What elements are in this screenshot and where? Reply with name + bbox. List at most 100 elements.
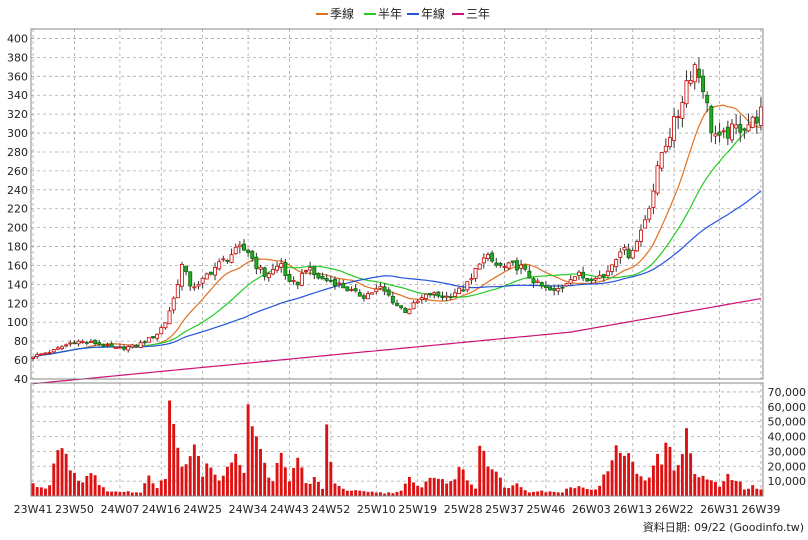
volume-bar bbox=[110, 491, 114, 496]
ma-halfyear-line bbox=[32, 118, 762, 358]
candle-body bbox=[403, 308, 408, 314]
volume-bar bbox=[511, 485, 515, 496]
candle-body bbox=[225, 260, 230, 262]
candle-body bbox=[299, 273, 304, 286]
volume-bar bbox=[180, 466, 184, 496]
candle-body bbox=[155, 333, 160, 339]
volume-bar bbox=[333, 483, 337, 496]
volume-bar bbox=[532, 491, 535, 496]
x-tick-label: 25W37 bbox=[485, 503, 524, 516]
candle-body bbox=[618, 251, 623, 258]
volume-bar bbox=[494, 471, 498, 496]
volume-bar bbox=[552, 491, 556, 496]
candle-body bbox=[556, 288, 561, 292]
legend-item-quarter: 季線 bbox=[316, 6, 354, 21]
candle-body bbox=[279, 263, 284, 268]
volume-bar bbox=[635, 473, 639, 496]
price-tick-label: 300 bbox=[7, 127, 28, 140]
candle-body bbox=[357, 292, 362, 297]
candle-body bbox=[444, 295, 449, 298]
volume-bar bbox=[523, 490, 527, 496]
candle-body bbox=[250, 250, 255, 259]
volume-bar bbox=[569, 487, 573, 496]
volume-bar bbox=[755, 488, 759, 496]
volume-bar bbox=[329, 461, 333, 496]
x-tick-label: 25W28 bbox=[444, 503, 483, 516]
volume-bar bbox=[742, 489, 746, 496]
candle-body bbox=[498, 262, 503, 266]
candle-body bbox=[473, 267, 478, 279]
price-frame bbox=[30, 28, 764, 380]
volume-bar bbox=[602, 474, 606, 496]
x-tick-label: 25W46 bbox=[526, 503, 565, 516]
volume-bar bbox=[647, 477, 651, 496]
candle-body bbox=[742, 128, 747, 131]
volume-bar bbox=[507, 488, 511, 496]
candle-body bbox=[101, 344, 106, 347]
volume-bar bbox=[387, 492, 391, 496]
volume-bar bbox=[217, 480, 221, 496]
volume-bar bbox=[672, 470, 676, 496]
candle-body bbox=[316, 272, 321, 279]
price-tick-label: 220 bbox=[7, 203, 28, 216]
volume-bar bbox=[424, 481, 428, 496]
candle-body bbox=[680, 102, 685, 119]
volume-bar bbox=[68, 470, 72, 496]
volume-bar bbox=[288, 481, 291, 496]
volume-bar bbox=[354, 490, 358, 496]
candle-body bbox=[337, 282, 342, 285]
volume-bar bbox=[101, 487, 105, 496]
legend-label-quarter: 季線 bbox=[330, 6, 354, 21]
x-tick-label: 24W25 bbox=[183, 503, 222, 516]
volume-bar bbox=[407, 476, 411, 496]
legend-item-halfyear: 半年 bbox=[364, 7, 402, 21]
candle-body bbox=[448, 296, 453, 298]
candlesticks bbox=[31, 57, 763, 361]
candle-body bbox=[610, 264, 615, 272]
x-tick-label: 25W19 bbox=[398, 503, 437, 516]
candle-body bbox=[229, 254, 234, 263]
data-date-footer: 資料日期: 09/22 (Goodinfo.tw) bbox=[643, 520, 804, 534]
volume-bar bbox=[213, 474, 217, 496]
volume-bar bbox=[159, 480, 163, 496]
volume-bar bbox=[201, 476, 205, 496]
candle-body bbox=[39, 353, 44, 356]
candle-body bbox=[328, 279, 333, 282]
volume-bar bbox=[350, 490, 353, 496]
volume-bar bbox=[259, 449, 262, 496]
price-tick-label: 240 bbox=[7, 184, 28, 197]
candle-body bbox=[539, 282, 544, 287]
volume-bar bbox=[705, 479, 709, 496]
price-tick-label: 60 bbox=[14, 354, 28, 367]
volume-bar bbox=[44, 488, 47, 496]
volume-tick-label: 20,000 bbox=[768, 460, 807, 473]
volume-bar bbox=[126, 491, 130, 496]
volume-bar bbox=[573, 488, 577, 496]
candle-body bbox=[341, 283, 346, 289]
volume-bar bbox=[209, 467, 213, 496]
volume-bar bbox=[676, 465, 680, 496]
volume-bar bbox=[544, 492, 548, 496]
candle-body bbox=[734, 124, 739, 129]
candle-body bbox=[490, 252, 495, 262]
volume-bar bbox=[399, 490, 403, 496]
price-tick-label: 180 bbox=[7, 241, 28, 254]
volume-bar bbox=[536, 491, 540, 496]
volume-bar bbox=[428, 477, 432, 496]
x-tick-label: 24W43 bbox=[270, 503, 309, 516]
x-tick-label: 24W16 bbox=[142, 503, 181, 516]
candle-body bbox=[560, 286, 565, 289]
volume-bar bbox=[296, 457, 300, 496]
candle-body bbox=[581, 271, 586, 279]
volume-bar bbox=[751, 485, 755, 496]
candle-body bbox=[138, 342, 143, 348]
volume-bar bbox=[465, 480, 469, 496]
candle-body bbox=[514, 260, 519, 271]
x-tick-label: 26W03 bbox=[572, 503, 611, 516]
volume-bar bbox=[114, 491, 118, 496]
volume-bar bbox=[155, 488, 159, 496]
volume-bar bbox=[147, 475, 151, 496]
volume-bar bbox=[614, 445, 618, 496]
volume-bar bbox=[639, 476, 643, 496]
candle-body bbox=[134, 344, 139, 348]
